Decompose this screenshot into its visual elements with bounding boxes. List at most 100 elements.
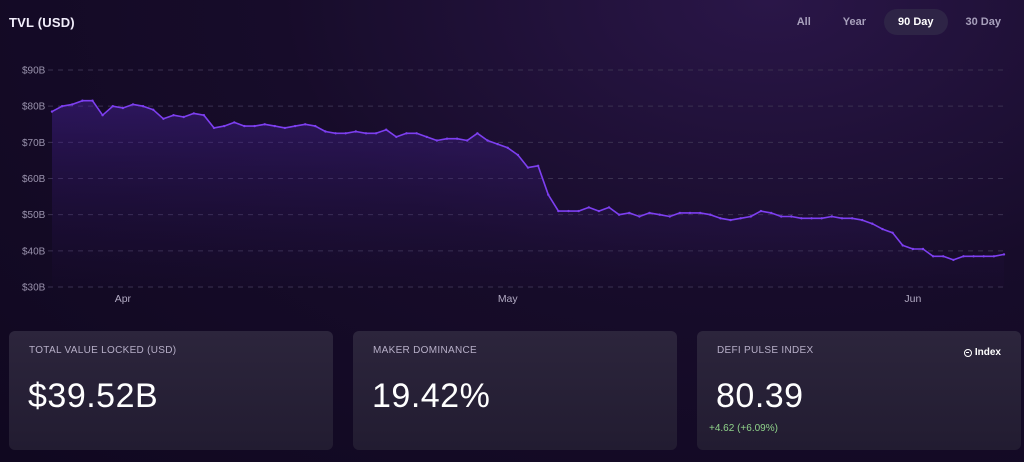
data-point bbox=[810, 217, 813, 220]
maker-dominance-card: MAKER DOMINANCE 19.42% bbox=[353, 331, 677, 450]
y-tick-label: $50B bbox=[22, 210, 46, 221]
card-value: $39.52B bbox=[28, 377, 159, 415]
data-point bbox=[223, 124, 226, 128]
data-point bbox=[800, 217, 803, 220]
y-tick-label: $30B bbox=[22, 283, 46, 294]
data-point bbox=[60, 105, 64, 108]
y-axis-labels: $30B $40B $50B $60B $70B $80B $90B bbox=[22, 66, 46, 294]
data-point bbox=[425, 135, 428, 139]
data-point bbox=[81, 99, 84, 102]
data-point bbox=[881, 227, 884, 231]
data-point bbox=[101, 114, 104, 117]
data-point bbox=[982, 255, 985, 258]
data-point bbox=[71, 103, 74, 106]
data-point bbox=[253, 124, 256, 128]
data-point bbox=[840, 217, 844, 220]
data-point bbox=[304, 123, 307, 126]
tvl-area-chart[interactable]: $30B $40B $50B $60B $70B $80B $90B Apr May Jun bbox=[0, 50, 1024, 312]
data-point bbox=[162, 117, 165, 121]
data-point bbox=[911, 247, 915, 251]
range-30-day-button[interactable]: 30 Day bbox=[965, 16, 1001, 28]
stat-cards: TOTAL VALUE LOCKED (USD) $39.52B MAKER D… bbox=[9, 331, 1021, 450]
tvl-data-points bbox=[50, 99, 1006, 262]
data-point bbox=[820, 217, 823, 220]
data-point bbox=[780, 215, 783, 218]
range-all-button[interactable]: All bbox=[796, 16, 811, 28]
data-point bbox=[91, 99, 94, 102]
data-point bbox=[536, 164, 540, 167]
data-point bbox=[476, 132, 479, 135]
data-point bbox=[901, 244, 904, 247]
data-point bbox=[567, 209, 570, 213]
data-point bbox=[628, 211, 631, 215]
data-point bbox=[577, 209, 580, 213]
data-point bbox=[364, 132, 368, 135]
data-point bbox=[992, 255, 996, 258]
data-point bbox=[374, 132, 378, 135]
tvl-area-fill bbox=[52, 100, 1004, 287]
data-point bbox=[699, 211, 702, 215]
card-value: 19.42% bbox=[372, 377, 491, 415]
y-tick-label: $80B bbox=[22, 102, 46, 113]
data-point bbox=[952, 258, 955, 262]
data-point bbox=[850, 217, 854, 220]
data-point bbox=[931, 255, 935, 258]
data-point bbox=[486, 139, 489, 142]
data-point bbox=[354, 130, 357, 133]
data-point bbox=[668, 215, 671, 218]
data-point bbox=[719, 217, 722, 220]
data-point bbox=[526, 166, 530, 169]
data-point bbox=[830, 215, 833, 218]
data-point bbox=[192, 112, 195, 115]
x-axis-labels: Apr May Jun bbox=[115, 293, 922, 305]
y-tick-label: $60B bbox=[22, 174, 46, 185]
data-point bbox=[141, 105, 145, 108]
chart-title: TVL (USD) bbox=[9, 15, 75, 30]
data-point bbox=[648, 211, 651, 215]
total-value-locked-card: TOTAL VALUE LOCKED (USD) $39.52B bbox=[9, 331, 333, 450]
data-point bbox=[172, 114, 175, 117]
data-point bbox=[749, 215, 752, 218]
index-change: +4.62 (+6.09%) bbox=[709, 423, 778, 434]
data-point bbox=[344, 132, 347, 135]
data-point bbox=[121, 106, 125, 110]
card-label: MAKER DOMINANCE bbox=[373, 345, 477, 356]
data-point bbox=[395, 135, 398, 139]
data-point bbox=[759, 209, 763, 213]
data-point bbox=[769, 211, 773, 215]
card-label: TOTAL VALUE LOCKED (USD) bbox=[29, 345, 177, 356]
data-point bbox=[202, 114, 206, 117]
data-point bbox=[334, 132, 337, 135]
range-year-button[interactable]: Year bbox=[842, 16, 867, 28]
data-point bbox=[496, 142, 499, 146]
index-icon bbox=[963, 348, 972, 357]
data-point bbox=[466, 139, 469, 142]
data-point bbox=[658, 213, 661, 216]
data-point bbox=[293, 124, 297, 128]
data-point bbox=[597, 209, 601, 213]
data-point bbox=[516, 153, 520, 157]
x-tick-label: Jun bbox=[904, 293, 921, 305]
data-point bbox=[152, 108, 155, 111]
time-range-selector: All Year 90 Day 30 Day bbox=[783, 9, 1015, 35]
data-point bbox=[182, 115, 185, 119]
data-point bbox=[790, 215, 793, 218]
data-point bbox=[972, 255, 975, 258]
data-point bbox=[921, 247, 925, 251]
data-point bbox=[688, 211, 692, 215]
data-point bbox=[314, 124, 317, 128]
data-point bbox=[557, 209, 560, 213]
card-value: 80.39 bbox=[716, 377, 804, 415]
range-90-day-button[interactable]: 90 Day bbox=[884, 9, 948, 35]
data-point bbox=[547, 193, 550, 196]
data-point bbox=[678, 211, 682, 215]
data-point bbox=[891, 231, 894, 234]
data-point bbox=[233, 121, 236, 124]
index-badge[interactable]: Index bbox=[963, 347, 1001, 358]
data-point bbox=[587, 206, 590, 209]
index-badge-label: Index bbox=[974, 347, 1001, 358]
x-tick-label: Apr bbox=[115, 293, 132, 305]
x-tick-label: May bbox=[498, 293, 519, 305]
data-point bbox=[445, 137, 449, 140]
data-point bbox=[506, 146, 509, 149]
